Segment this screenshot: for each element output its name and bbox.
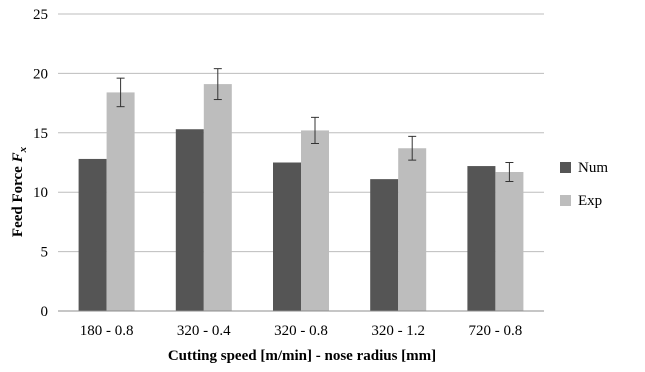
error-bar-3 (311, 116, 319, 144)
y-tick-label: 25 (33, 7, 48, 23)
bar-exp-2 (203, 84, 232, 311)
y-tick-label: 0 (41, 304, 49, 320)
y-axis-label-main: Feed Force (10, 162, 26, 237)
bar-num-2 (175, 129, 204, 311)
bar-num-4 (370, 179, 399, 311)
legend-label-exp: Exp (578, 193, 602, 209)
x-axis-label: Cutting speed [m/min] - nose radius [mm] (168, 348, 436, 364)
bar-num-1 (78, 158, 107, 311)
error-bar-1 (116, 77, 125, 108)
x-tick-label: 320 - 0.4 (177, 323, 231, 339)
bar-exp-5 (495, 172, 524, 311)
bar-num-3 (273, 162, 301, 311)
y-tick-label: 20 (33, 66, 48, 82)
y-tick-label: 5 (41, 245, 49, 261)
error-bars (116, 68, 514, 183)
y-tick-labels: 0 5 10 15 20 25 (33, 7, 48, 320)
y-tick-label: 10 (33, 185, 48, 201)
error-bar-5 (505, 162, 514, 183)
bars (78, 84, 524, 312)
x-tick-labels: 180 - 0.8 320 - 0.4 320 - 0.8 320 - 1.2 720 … (80, 323, 523, 339)
error-bar-4 (408, 135, 417, 161)
x-tick-label: 320 - 1.2 (371, 323, 425, 339)
bar-exp-4 (398, 148, 427, 311)
y-tick-label: 15 (33, 126, 48, 142)
x-tick-label: 320 - 0.8 (274, 323, 328, 339)
legend-swatch-exp (560, 195, 571, 206)
bar-num-5 (467, 166, 496, 311)
legend-label-num: Num (578, 160, 608, 176)
y-axis-label-subscript: x (17, 146, 29, 153)
x-tick-label: 180 - 0.8 (80, 323, 134, 339)
legend: Num Exp (560, 160, 608, 209)
bar-exp-1 (106, 92, 135, 312)
error-bar-2 (213, 68, 222, 101)
x-tick-label: 720 - 0.8 (469, 323, 523, 339)
legend-swatch-num (560, 162, 571, 173)
y-axis-label: Feed Force Fx (10, 146, 29, 237)
y-axis-label-variable: F (10, 152, 26, 163)
bar-exp-3 (301, 130, 329, 311)
